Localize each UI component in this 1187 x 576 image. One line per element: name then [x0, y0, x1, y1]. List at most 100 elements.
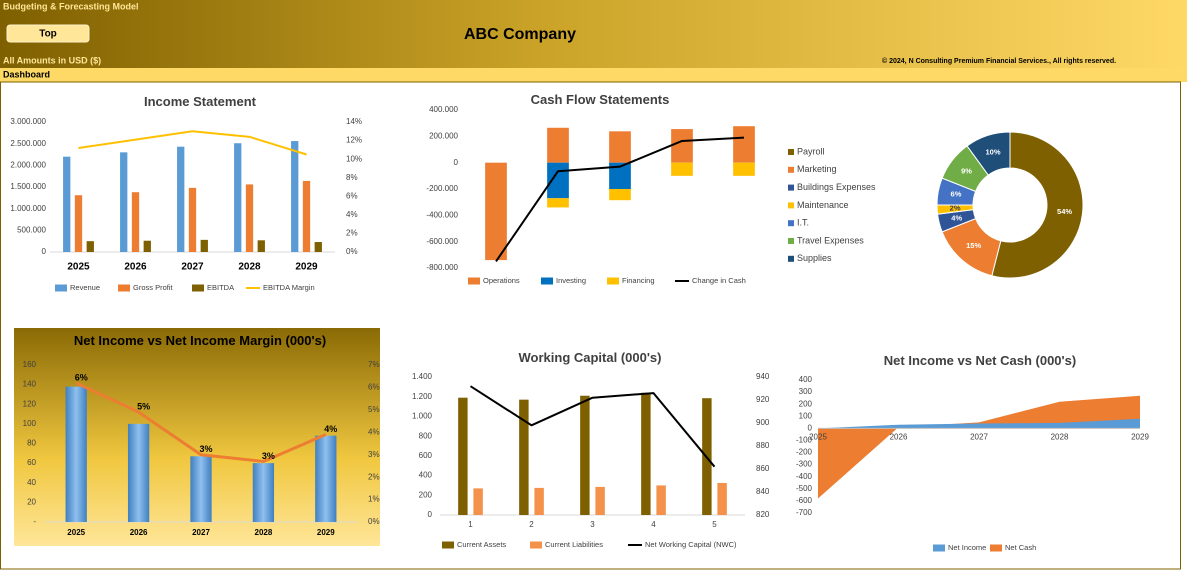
tick-label: 1.500.000	[10, 182, 46, 191]
x-tick-label: 4	[651, 520, 656, 529]
legend-label: Current Liabilities	[545, 540, 603, 549]
legend-label: EBITDA	[207, 283, 234, 292]
x-tick-label: 2026	[124, 262, 147, 273]
bar	[131, 192, 140, 252]
tick-label: -300	[796, 460, 813, 469]
tick-label: -200	[796, 448, 813, 457]
tick-label: 2%	[346, 229, 358, 238]
x-tick-label: 2028	[238, 262, 261, 273]
bar	[190, 456, 212, 522]
tick-label: 1.200	[412, 392, 433, 401]
legend-label: Investing	[556, 276, 586, 285]
tick-label: 0	[428, 510, 433, 519]
tick-label: -800.000	[426, 263, 458, 272]
tick-label: 860	[756, 464, 770, 473]
tick-label: 100	[799, 411, 813, 420]
tick-label: 2.500.000	[10, 139, 46, 148]
legend-label: Buildings Expenses	[797, 182, 876, 192]
legend-label: Net Income	[948, 543, 986, 552]
body-border	[0, 81, 1181, 570]
data-label: 2%	[950, 203, 961, 212]
legend-label: I.T.	[797, 218, 809, 228]
x-tick-label: 2027	[192, 528, 210, 537]
x-tick-label: 2026	[130, 528, 148, 537]
tick-label: 120	[23, 399, 37, 408]
x-tick-label: 2	[529, 520, 534, 529]
bar	[717, 482, 727, 515]
line	[78, 130, 307, 156]
tick-label: 500.000	[17, 225, 46, 234]
bar	[177, 146, 185, 252]
data-label: 15%	[966, 241, 981, 250]
data-label: 3%	[199, 444, 212, 454]
legend-marker	[541, 277, 553, 285]
legend-marker	[788, 202, 794, 209]
legend-marker	[788, 166, 794, 173]
bar	[257, 240, 265, 252]
bar	[609, 162, 631, 189]
tick-label: 840	[756, 487, 770, 496]
bar	[519, 399, 529, 515]
tick-label: 60	[27, 458, 36, 467]
tick-label: -	[33, 517, 36, 526]
tick-label: 3%	[368, 450, 380, 459]
legend-marker	[990, 544, 1002, 552]
tick-label: 0%	[368, 517, 380, 526]
tick-label: 5%	[368, 405, 380, 414]
tab-label: Dashboard	[3, 69, 50, 79]
bar	[547, 127, 569, 163]
tick-label: 400	[419, 471, 433, 480]
chart-title: Cash Flow Statements	[530, 92, 670, 107]
bar	[671, 129, 693, 163]
legend-label: Change in Cash	[692, 276, 746, 285]
tick-label: 940	[756, 372, 770, 381]
bar	[63, 156, 71, 252]
tick-label: -600.000	[426, 237, 458, 246]
bar	[200, 239, 208, 252]
tick-label: 7%	[368, 360, 380, 369]
bar	[302, 180, 311, 252]
data-label: 54%	[1057, 207, 1072, 216]
x-tick-label: 1	[468, 520, 473, 529]
bar	[86, 241, 94, 252]
data-label: 9%	[961, 166, 972, 175]
company: ABC Company	[464, 26, 576, 43]
tick-label: 80	[27, 439, 36, 448]
legend-marker	[192, 284, 204, 292]
header-band	[0, 0, 1187, 68]
bar	[547, 198, 569, 208]
tick-label: 200.000	[429, 131, 458, 140]
legend-label: Maintenance	[797, 200, 849, 210]
legend-label: Current Assets	[457, 540, 506, 549]
tick-label: 1.400	[412, 372, 433, 381]
top-button[interactable]	[6, 24, 90, 43]
tick-label: 300	[799, 387, 813, 396]
tick-label: 20	[27, 497, 36, 506]
model-title: Budgeting & Forecasting Model	[3, 1, 139, 11]
tick-label: 12%	[346, 136, 362, 145]
x-tick-label: 3	[590, 520, 595, 529]
legend-label: Gross Profit	[133, 283, 174, 292]
tick-label: 10%	[346, 154, 362, 163]
data-label: 4%	[951, 214, 962, 223]
legend-label: EBITDA Margin	[263, 283, 315, 292]
tick-label: 920	[756, 395, 770, 404]
tick-label: 0	[454, 158, 459, 167]
tick-label: 14%	[346, 117, 362, 126]
legend-marker	[788, 149, 794, 155]
copyright: © 2024, N Consulting Premium Financial S…	[882, 57, 1116, 65]
tick-label: -400.000	[426, 210, 458, 219]
line	[469, 385, 716, 468]
tick-label: 400.000	[429, 105, 458, 114]
tab-band	[0, 68, 1187, 82]
data-label: 4%	[324, 424, 337, 434]
legend-marker	[933, 544, 945, 552]
tick-label: 1.000	[412, 412, 433, 421]
tick-label: 0	[808, 423, 813, 432]
tick-label: 800	[419, 431, 433, 440]
top-button-label[interactable]: Top	[39, 29, 57, 40]
legend-marker	[788, 184, 794, 191]
bar	[74, 195, 83, 252]
legend-label: Net Cash	[1005, 543, 1036, 552]
